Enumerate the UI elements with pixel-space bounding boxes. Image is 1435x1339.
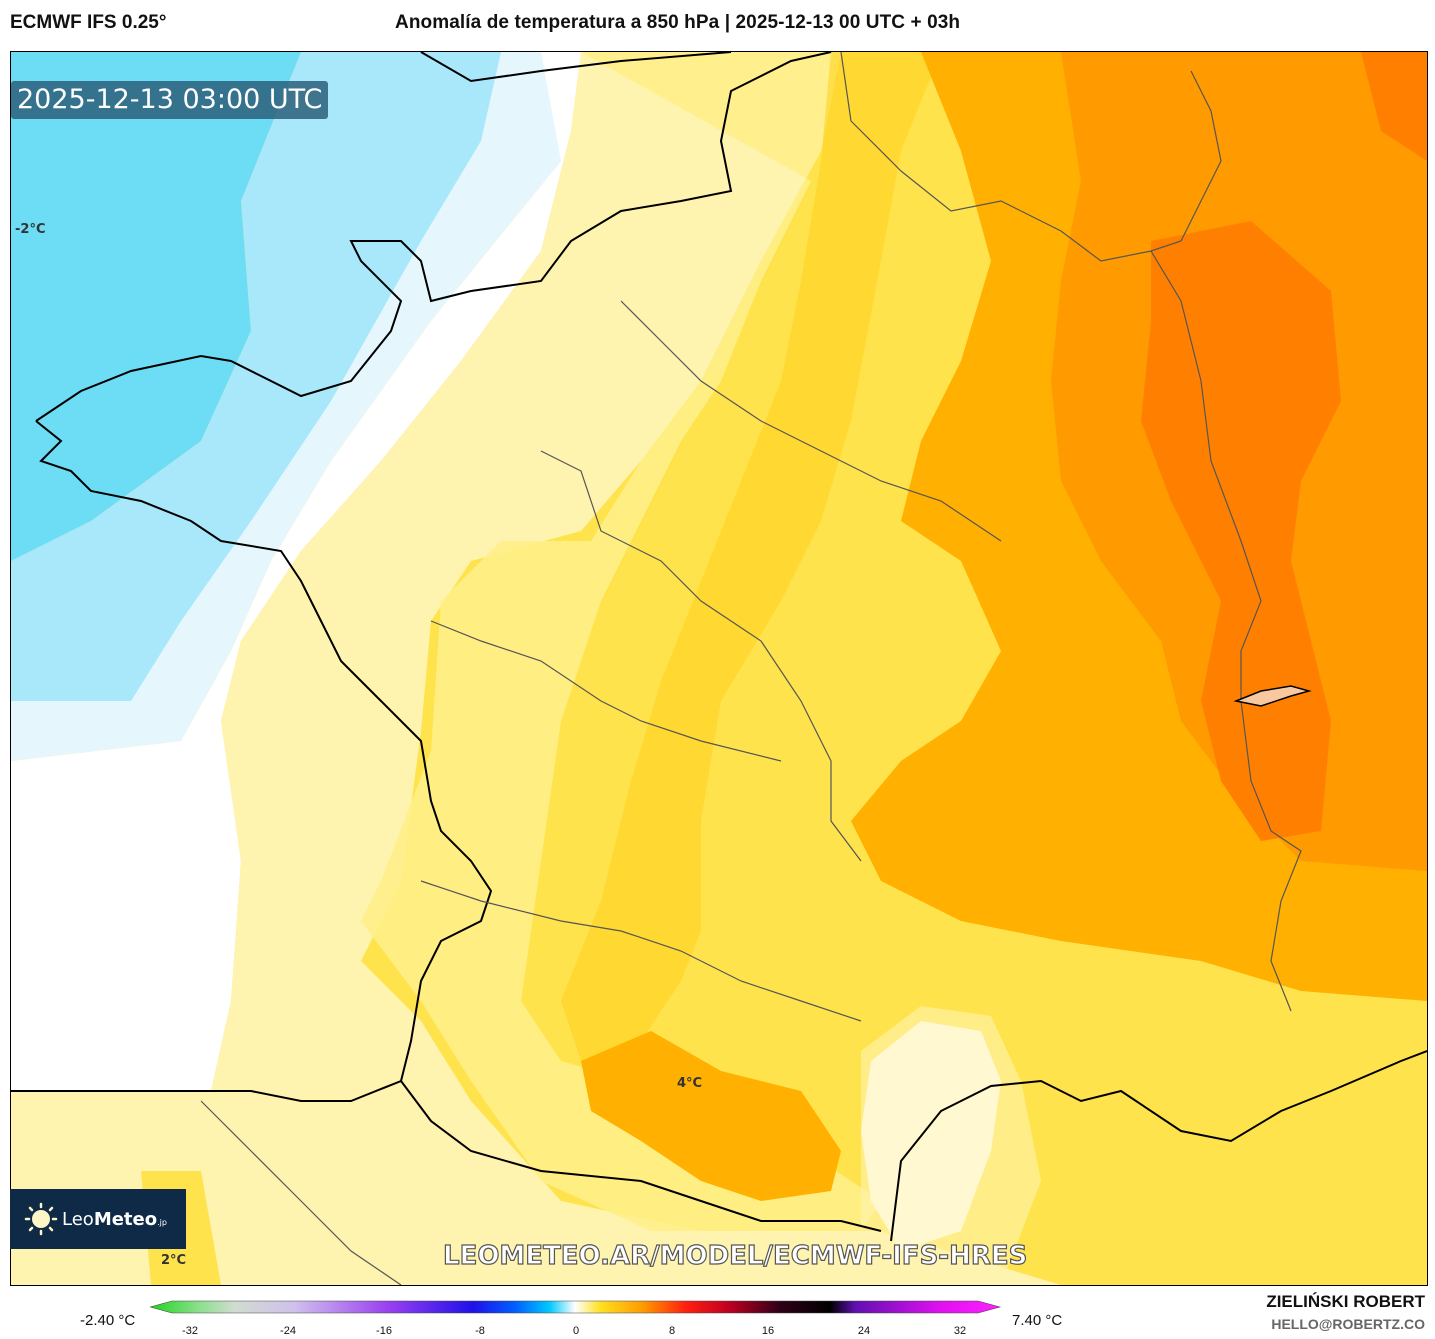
sun-icon — [24, 1202, 58, 1236]
contour-label-2: 2°C — [161, 1253, 187, 1268]
logo-text: LeoMeteo.jp — [62, 1208, 167, 1230]
colorbar: -32 -24 -16 -8 0 8 16 24 32 — [148, 1300, 1010, 1337]
contour-label-minus2: -2°C — [15, 222, 46, 237]
author-email[interactable]: HELLO@ROBERTZ.CO — [1271, 1316, 1425, 1332]
colorbar-tick: -32 — [182, 1325, 198, 1337]
colorbar-tick: -16 — [376, 1325, 392, 1337]
colorbar-tick: 16 — [761, 1325, 775, 1337]
map-area[interactable]: 2025-12-13 03:00 UTC -2°C 4°C 2°C — [10, 51, 1428, 1286]
colorbar-tick: 32 — [953, 1325, 967, 1337]
leometeo-logo[interactable]: LeoMeteo.jp — [10, 1189, 186, 1249]
colorbar-max-label: 7.40 °C — [1012, 1312, 1063, 1329]
chart-title: Anomalía de temperatura a 850 hPa | 2025… — [395, 12, 961, 33]
colorbar-tick: -24 — [280, 1325, 296, 1337]
model-label: ECMWF IFS 0.25° — [10, 12, 167, 33]
contour-label-4: 4°C — [677, 1076, 703, 1091]
valid-time-badge: 2025-12-13 03:00 UTC — [11, 81, 329, 119]
watermark-url: LEOMETEO.AR/MODEL/ECMWF-IFS-HRES — [442, 1240, 1028, 1271]
colorbar-tick: -8 — [475, 1325, 485, 1337]
colorbar-min-label: -2.40 °C — [80, 1312, 136, 1329]
colorbar-tick: 0 — [572, 1325, 580, 1337]
anomaly-map — [11, 52, 1427, 1285]
colorbar-tick: 24 — [857, 1325, 871, 1337]
colorbar-tick: 8 — [668, 1325, 676, 1337]
author-name: ZIELIŃSKI ROBERT — [1266, 1292, 1425, 1311]
